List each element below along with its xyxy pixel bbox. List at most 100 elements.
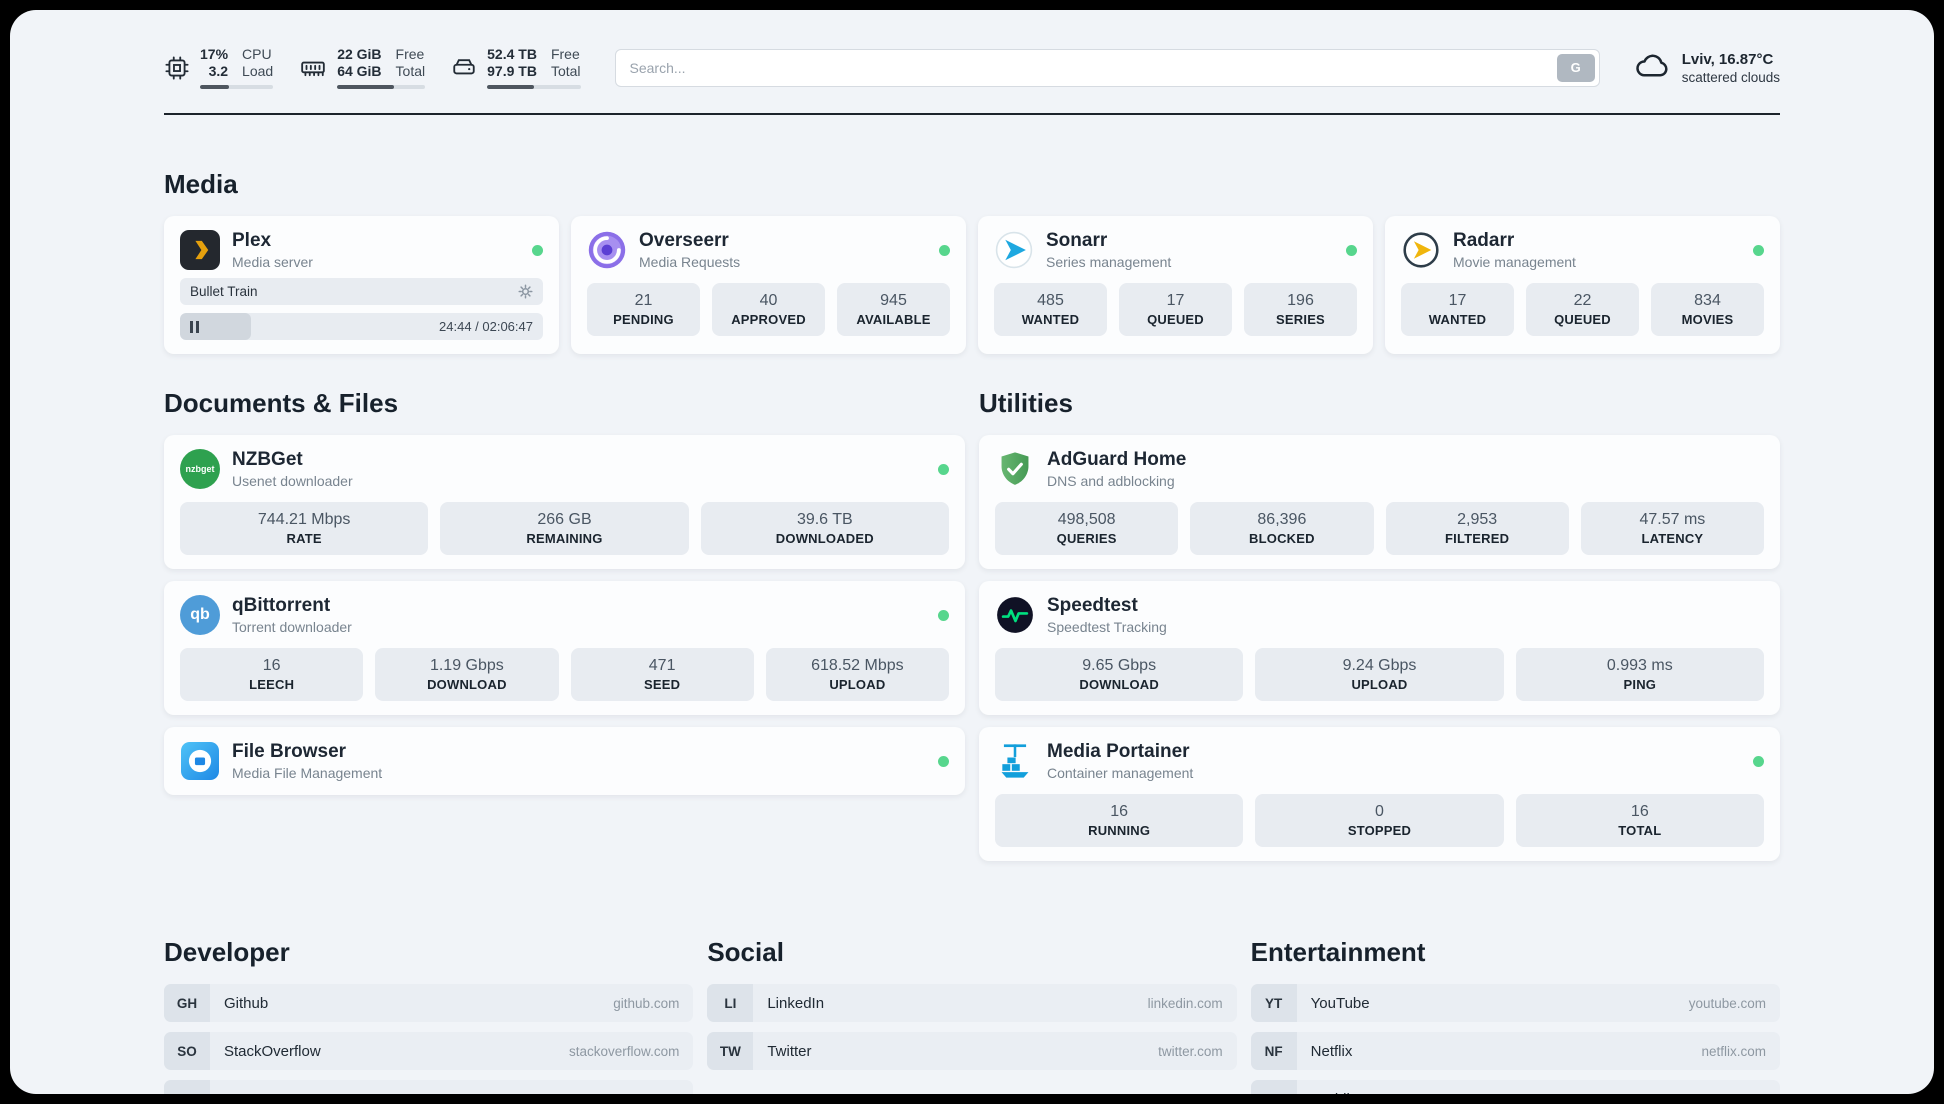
stat-label: FILTERED — [1445, 531, 1510, 546]
stat-value: 1.19 Gbps — [429, 657, 504, 674]
entertainment-column: Entertainment YT YouTube youtube.com NF … — [1250, 873, 1780, 1094]
stat-label: AVAILABLE — [856, 312, 931, 327]
disk-bar — [487, 85, 581, 89]
section-title-documents: Documents & Files — [164, 388, 399, 418]
service-title: NZBGet — [232, 449, 303, 470]
stat-box: 485 WANTED — [994, 283, 1107, 336]
overseerr-icon — [587, 230, 627, 270]
stat-box: 945 AVAILABLE — [837, 283, 950, 336]
bookmark-youtube[interactable]: YT YouTube youtube.com — [1250, 984, 1780, 1022]
stat-value: 0 — [1375, 803, 1384, 820]
service-card-speedtest[interactable]: Speedtest Speedtest Tracking 9.65 Gbps D… — [979, 581, 1780, 715]
bookmark-name: LinkedIn — [767, 994, 825, 1012]
stat-box: 39.6 TB DOWNLOADED — [700, 502, 949, 555]
cpu-load-value: 3.2 — [208, 63, 229, 79]
stat-value: 2,953 — [1457, 511, 1498, 528]
weather-widget[interactable]: Lviv, 16.87°C scattered clouds — [1634, 49, 1780, 86]
service-card-radarr[interactable]: Radarr Movie management 17 WANTED 22 QUE… — [1385, 216, 1780, 354]
stat-box: 21 PENDING — [587, 283, 700, 336]
service-subtitle: Media File Management — [232, 765, 383, 781]
stat-value: 9.24 Gbps — [1342, 657, 1417, 674]
status-dot — [938, 609, 949, 621]
social-column: Social LI LinkedIn linkedin.com TW Twitt… — [707, 873, 1237, 1080]
stat-value: 471 — [648, 657, 676, 674]
cpu-load-label: Load — [242, 63, 274, 79]
stat-box: 16 TOTAL — [1515, 794, 1764, 847]
bookmark-abbr: SO — [164, 1032, 210, 1070]
stat-label: DOWNLOADED — [775, 531, 874, 546]
disk-total-value: 97.9 TB — [487, 63, 537, 79]
stat-label: SERIES — [1276, 312, 1325, 327]
stat-value: 196 — [1287, 292, 1314, 309]
stat-box: 0.993 ms PING — [1515, 648, 1764, 701]
bookmark-abbr: YT — [1250, 984, 1297, 1022]
stat-value: 39.6 TB — [796, 511, 853, 528]
bookmark-netflix[interactable]: NF Netflix netflix.com — [1250, 1032, 1780, 1070]
bookmark-domain: twitter.com — [1158, 1043, 1223, 1059]
stat-value: 17 — [1448, 292, 1467, 309]
service-subtitle: Movie management — [1453, 254, 1576, 270]
search-engine-button[interactable]: G — [1556, 53, 1595, 82]
bookmark-domain: youtube.com — [1688, 995, 1766, 1011]
bookmark-linkedin[interactable]: LI LinkedIn linkedin.com — [707, 984, 1237, 1022]
service-card-qbittorrent[interactable]: qb qBittorrent Torrent downloader 16 LEE… — [164, 581, 965, 715]
service-card-filebrowser[interactable]: File Browser Media File Management — [164, 727, 965, 795]
stat-label: TOTAL — [1618, 823, 1662, 838]
stat-box: 17 WANTED — [1401, 283, 1514, 336]
section-title-social: Social — [707, 937, 784, 967]
status-dot — [938, 463, 949, 475]
service-card-adguard[interactable]: AdGuard Home DNS and adblocking 498,508 … — [979, 435, 1780, 569]
service-title: Media Portainer — [1047, 741, 1190, 762]
plex-icon — [180, 230, 220, 270]
service-card-sonarr[interactable]: Sonarr Series management 485 WANTED 17 Q… — [978, 216, 1373, 354]
stat-label: DOWNLOAD — [427, 677, 507, 692]
settings-gear-icon[interactable] — [518, 284, 533, 299]
stat-box: 16 RUNNING — [995, 794, 1244, 847]
stat-value: 945 — [880, 292, 907, 309]
bookmark-twitter[interactable]: TW Twitter twitter.com — [707, 1032, 1237, 1070]
utilities-column: Utilities — [979, 354, 1780, 873]
service-card-plex[interactable]: Plex Media server Bullet Train — [164, 216, 559, 354]
service-subtitle: Media Requests — [639, 254, 741, 270]
now-playing-title: Bullet Train — [190, 284, 258, 299]
bookmark-stackoverflow[interactable]: SO StackOverflow stackoverflow.com — [164, 1032, 694, 1070]
bookmark-dev[interactable]: DT DEV dev.to — [164, 1080, 694, 1094]
service-card-overseerr[interactable]: Overseerr Media Requests 21 PENDING 40 A… — [571, 216, 966, 354]
service-title: Radarr — [1453, 230, 1515, 251]
disk-free-label: Free — [550, 46, 580, 62]
stat-box: 471 SEED — [570, 648, 754, 701]
stat-box: 498,508 QUERIES — [995, 502, 1179, 555]
stat-box: 9.65 Gbps DOWNLOAD — [995, 648, 1244, 701]
cpu-percent: 17% — [200, 46, 229, 62]
header-divider — [164, 113, 1780, 115]
stat-label: QUEUED — [1554, 312, 1611, 327]
section-title-developer: Developer — [164, 937, 290, 967]
stat-label: LEECH — [249, 677, 295, 692]
service-title: AdGuard Home — [1047, 449, 1187, 470]
bookmark-abbr: TW — [707, 1032, 754, 1070]
bookmark-github[interactable]: GH Github github.com — [164, 984, 694, 1022]
ram-bar — [337, 85, 426, 89]
service-card-nzbget[interactable]: nzbget NZBGet Usenet downloader 744.21 M… — [164, 435, 965, 569]
search-input[interactable] — [614, 48, 1600, 87]
service-subtitle: Speedtest Tracking — [1047, 619, 1167, 635]
stat-label: UPLOAD — [1351, 677, 1408, 692]
pause-icon[interactable] — [190, 320, 199, 333]
service-title: Speedtest — [1047, 595, 1138, 616]
stat-value: 86,396 — [1257, 511, 1307, 528]
stat-label: SEED — [644, 677, 681, 692]
bookmark-name: Github — [224, 994, 269, 1012]
main-content: Media Plex Media server Bullet Train — [10, 169, 1934, 1094]
service-subtitle: Media server — [232, 254, 313, 270]
disk-icon — [451, 55, 477, 81]
bookmark-name: Netflix — [1310, 1042, 1353, 1060]
bookmark-reddit[interactable]: RE Reddit reddit.com — [1250, 1080, 1780, 1094]
ram-free-label: Free — [395, 46, 425, 62]
section-title-entertainment: Entertainment — [1250, 937, 1426, 967]
status-dot — [1346, 244, 1357, 256]
stat-box: 40 APPROVED — [712, 283, 825, 336]
service-card-portainer[interactable]: Media Portainer Container management 16 … — [979, 727, 1780, 861]
bookmark-domain: netflix.com — [1701, 1043, 1766, 1059]
ram-icon — [299, 55, 327, 81]
bookmark-name: StackOverflow — [224, 1042, 321, 1060]
